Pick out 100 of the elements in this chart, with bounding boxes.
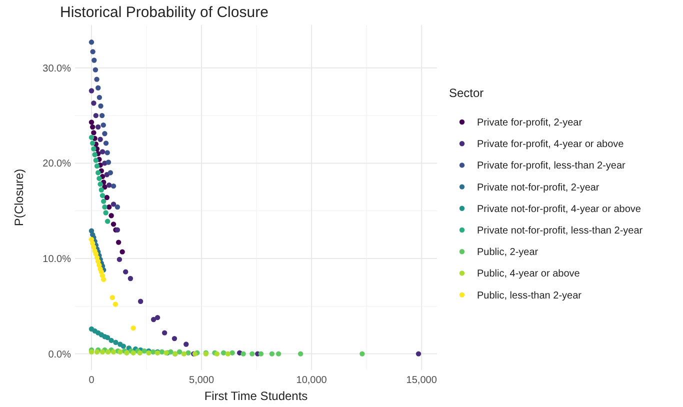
chart-title: Historical Probability of Closure xyxy=(60,4,268,21)
point xyxy=(123,269,128,274)
legend-label: Private for-profit, 2-year xyxy=(477,118,583,128)
point xyxy=(276,351,282,356)
legend-label: Public, 4-year or above xyxy=(477,268,580,280)
legend-label: Private for-profit, less-than 2-year xyxy=(477,160,626,172)
point xyxy=(225,351,231,356)
point xyxy=(114,204,120,210)
point xyxy=(91,100,96,106)
point xyxy=(100,122,106,128)
point xyxy=(101,276,106,282)
point xyxy=(298,351,304,356)
legend-label: Public, less-than 2-year xyxy=(477,290,582,302)
point xyxy=(100,192,106,198)
point xyxy=(150,316,156,322)
point xyxy=(124,350,130,356)
point xyxy=(100,349,106,354)
point xyxy=(142,348,147,354)
point xyxy=(94,76,100,82)
point xyxy=(269,351,275,356)
point xyxy=(250,351,255,356)
point xyxy=(93,158,99,163)
point xyxy=(90,124,96,130)
point xyxy=(176,349,182,354)
point xyxy=(88,88,94,94)
legend-label: Private not-for-profit, 4-year or above xyxy=(477,204,642,215)
point xyxy=(162,330,168,336)
point xyxy=(120,344,126,349)
point xyxy=(108,338,114,344)
point xyxy=(106,182,112,188)
point xyxy=(106,204,112,210)
point xyxy=(181,351,187,356)
point xyxy=(98,187,104,192)
point xyxy=(113,340,118,345)
point xyxy=(220,350,226,356)
point xyxy=(103,140,109,146)
x-tick-label: 15,000 xyxy=(406,375,438,386)
legend-label: Private not-for-profit, less-than 2-year xyxy=(477,226,644,236)
point xyxy=(230,350,235,356)
point xyxy=(110,183,116,189)
point xyxy=(98,136,103,142)
point xyxy=(92,58,97,63)
point xyxy=(104,218,110,224)
point xyxy=(96,170,101,176)
point xyxy=(102,204,108,210)
x-tick-label: 10,000 xyxy=(296,375,328,386)
point xyxy=(103,210,108,216)
point xyxy=(88,134,94,140)
point xyxy=(108,213,114,218)
point xyxy=(112,302,118,307)
point xyxy=(128,276,134,282)
point xyxy=(108,170,114,176)
legend-title: Sector xyxy=(449,86,484,100)
point xyxy=(172,336,178,342)
point xyxy=(96,124,101,130)
point xyxy=(110,202,116,207)
point xyxy=(96,94,102,100)
y-tick-label: 10.0% xyxy=(42,254,72,265)
point xyxy=(93,112,99,118)
y-axis-title: P(Closure) xyxy=(12,168,26,226)
point xyxy=(104,150,110,156)
point xyxy=(105,349,111,354)
x-tick-label: 5,000 xyxy=(189,375,214,386)
point xyxy=(98,182,103,187)
y-tick-label: 20.0% xyxy=(42,158,72,170)
y-tick-label: 0.0% xyxy=(48,349,72,360)
point xyxy=(90,140,96,146)
x-tick-label: 0 xyxy=(88,375,95,386)
point xyxy=(116,240,122,245)
point xyxy=(92,67,98,72)
point xyxy=(118,349,123,354)
point xyxy=(116,256,122,262)
point xyxy=(154,314,160,320)
point xyxy=(184,342,189,347)
point xyxy=(258,351,264,356)
point xyxy=(110,349,116,354)
point xyxy=(96,85,101,90)
legend-label: Private not-for-profit, 2-year xyxy=(477,182,600,194)
point xyxy=(94,163,100,169)
point xyxy=(104,194,110,200)
y-tick-label: 30.0% xyxy=(42,63,72,74)
point xyxy=(92,152,98,158)
point xyxy=(88,120,94,125)
point xyxy=(88,40,94,45)
point xyxy=(110,222,116,227)
point xyxy=(110,294,116,300)
point xyxy=(214,351,220,356)
point xyxy=(102,131,108,136)
point xyxy=(100,149,106,154)
point xyxy=(99,112,105,118)
legend-label: Private for-profit, 4-year or above xyxy=(477,139,624,150)
point xyxy=(360,351,365,356)
legend-label: Public, 2-year xyxy=(477,247,539,258)
point xyxy=(91,146,96,152)
point xyxy=(137,350,143,356)
point xyxy=(240,351,246,356)
point xyxy=(186,350,191,356)
point xyxy=(101,198,106,204)
point xyxy=(138,298,144,304)
x-axis-title: First Time Students xyxy=(204,389,308,403)
